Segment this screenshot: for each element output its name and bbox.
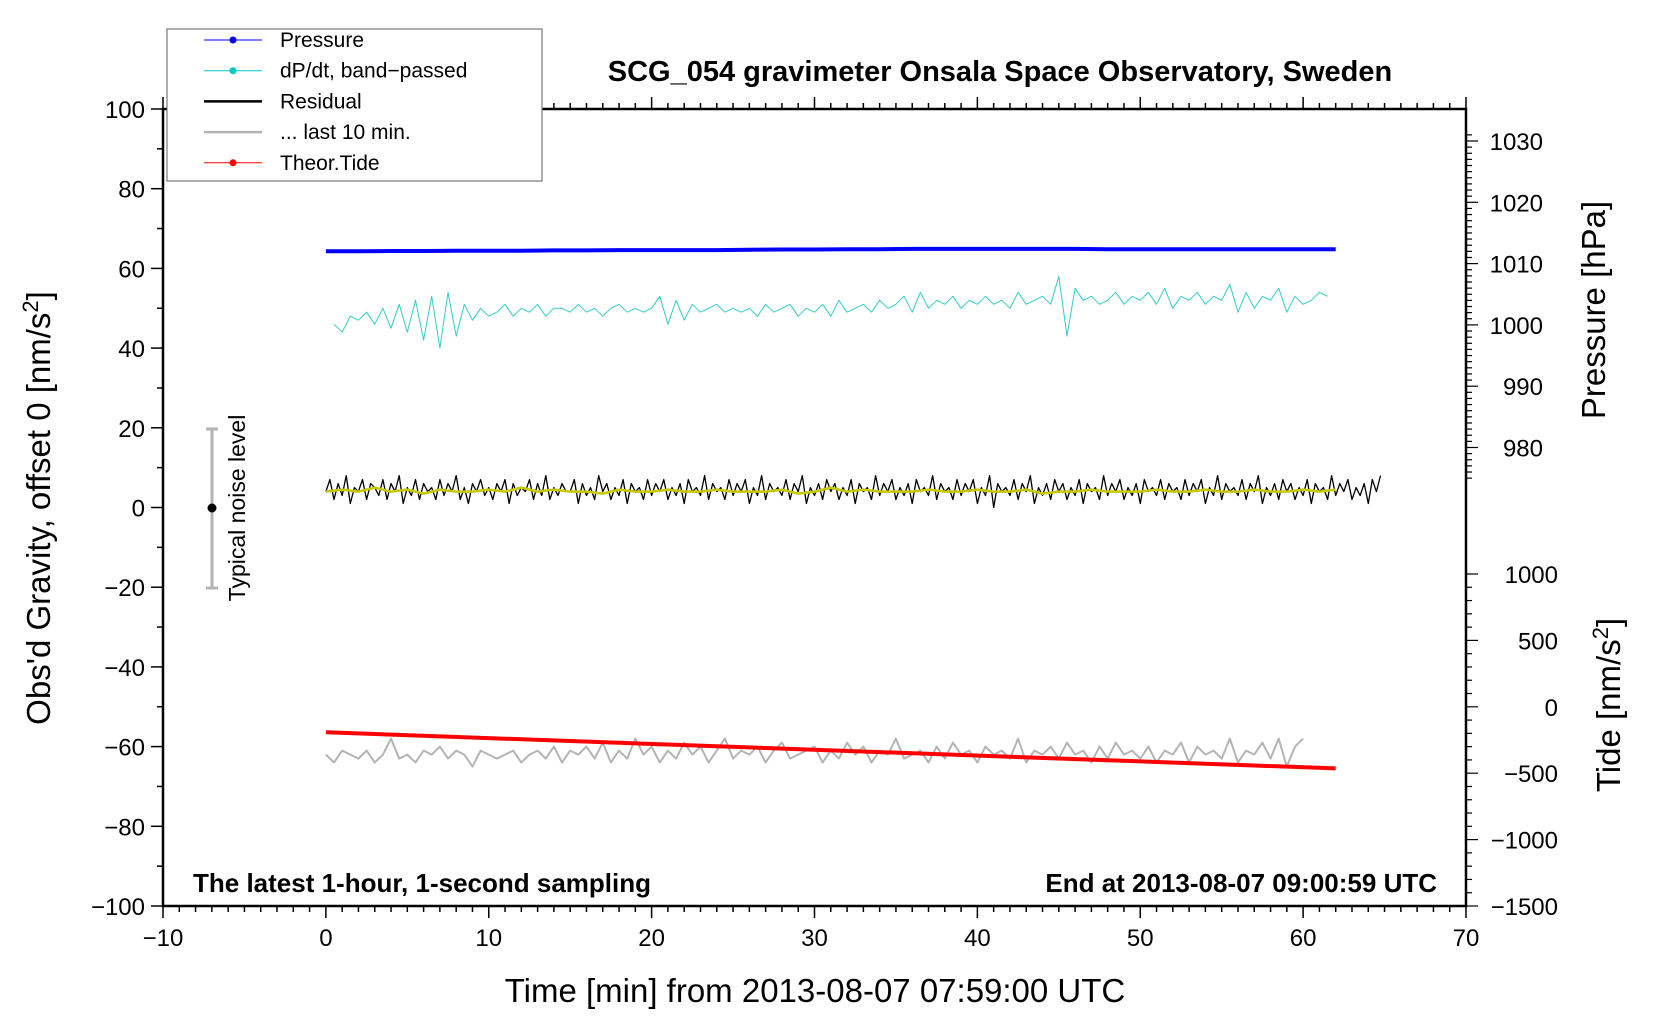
- tide-tick-label: 500: [1518, 628, 1558, 655]
- y-tick-label: −100: [91, 894, 145, 921]
- pressure-tick-label: 980: [1503, 436, 1543, 463]
- series-pressure: [325, 246, 1336, 254]
- plot-frame: [161, 107, 1468, 908]
- y-tick-label: −80: [104, 814, 145, 841]
- pressure-tick-label: 990: [1503, 374, 1543, 401]
- x-tick-label: 60: [1290, 925, 1317, 952]
- pressure-tick-label: 1030: [1490, 129, 1543, 156]
- legend: Pressure dP/dt, band−passed Residual ... la…: [166, 28, 543, 182]
- pressure-tick-label: 1010: [1490, 252, 1543, 279]
- legend-label: Pressure: [280, 29, 364, 52]
- tide-tick-label: 0: [1545, 695, 1558, 722]
- legend-label: ... last 10 min.: [280, 121, 411, 144]
- note-left: The latest 1-hour, 1-second sampling: [193, 868, 651, 898]
- series-theor-tide: [325, 730, 1336, 771]
- y-axis-label: Obs'd Gravity, offset 0 [nm/s2]: [18, 291, 57, 725]
- y-tick-label: 100: [105, 97, 145, 124]
- y-tick-label: −60: [104, 735, 145, 762]
- noise-center-dot: [207, 503, 217, 513]
- y-tick-label: 40: [118, 336, 145, 363]
- x-tick-label: 30: [801, 925, 828, 952]
- y-tick-label: −20: [104, 575, 145, 602]
- y-tick-label: 20: [118, 416, 145, 443]
- series-residual-smoothed: [325, 486, 1336, 495]
- x-tick-label: 40: [964, 925, 991, 952]
- tide-axis-label: Tide [nm/s2]: [1588, 618, 1627, 792]
- legend-marker-icon: [229, 67, 237, 75]
- pressure-axis-label: Pressure [hPa]: [1575, 201, 1612, 419]
- y-tick-label: 0: [132, 496, 145, 523]
- x-tick-label: 10: [475, 925, 502, 952]
- pressure-tick-label: 1000: [1490, 313, 1543, 340]
- x-tick-label: 20: [638, 925, 665, 952]
- chart-title: SCG_054 gravimeter Onsala Space Observat…: [608, 56, 1392, 88]
- x-tick-label: 0: [319, 925, 332, 952]
- noise-indicator: Typical noise level: [206, 415, 250, 602]
- noise-label: Typical noise level: [224, 415, 250, 602]
- legend-marker-icon: [229, 36, 237, 44]
- note-right: End at 2013-08-07 09:00:59 UTC: [1045, 868, 1437, 898]
- legend-label: Theor.Tide: [280, 152, 380, 175]
- tide-tick-label: −500: [1504, 761, 1558, 788]
- x-tick-label: 70: [1453, 925, 1480, 952]
- tide-tick-label: −1000: [1491, 828, 1558, 855]
- y-tick-label: 60: [118, 256, 145, 283]
- data-series: [325, 246, 1382, 771]
- axis-ticks: −10 0 10 20 30 40 50 60 70100806040200−20−40−60−…: [91, 97, 1558, 952]
- tide-tick-label: 1000: [1505, 562, 1558, 589]
- y-tick-label: 80: [118, 177, 145, 204]
- x-tick-label: −10: [143, 925, 184, 952]
- legend-label: Residual: [280, 90, 362, 113]
- pressure-tick-label: 1020: [1490, 190, 1543, 217]
- series-last-10-min: [325, 737, 1304, 768]
- x-axis-label: Time [min] from 2013-08-07 07:59:00 UTC: [505, 972, 1126, 1009]
- tide-tick-label: −1500: [1491, 894, 1558, 921]
- legend-label: dP/dt, band−passed: [280, 60, 467, 83]
- series-dp-dt-band-passed: [333, 275, 1328, 349]
- x-tick-label: 50: [1127, 925, 1154, 952]
- y-tick-label: −40: [104, 655, 145, 682]
- legend-marker-icon: [229, 159, 237, 167]
